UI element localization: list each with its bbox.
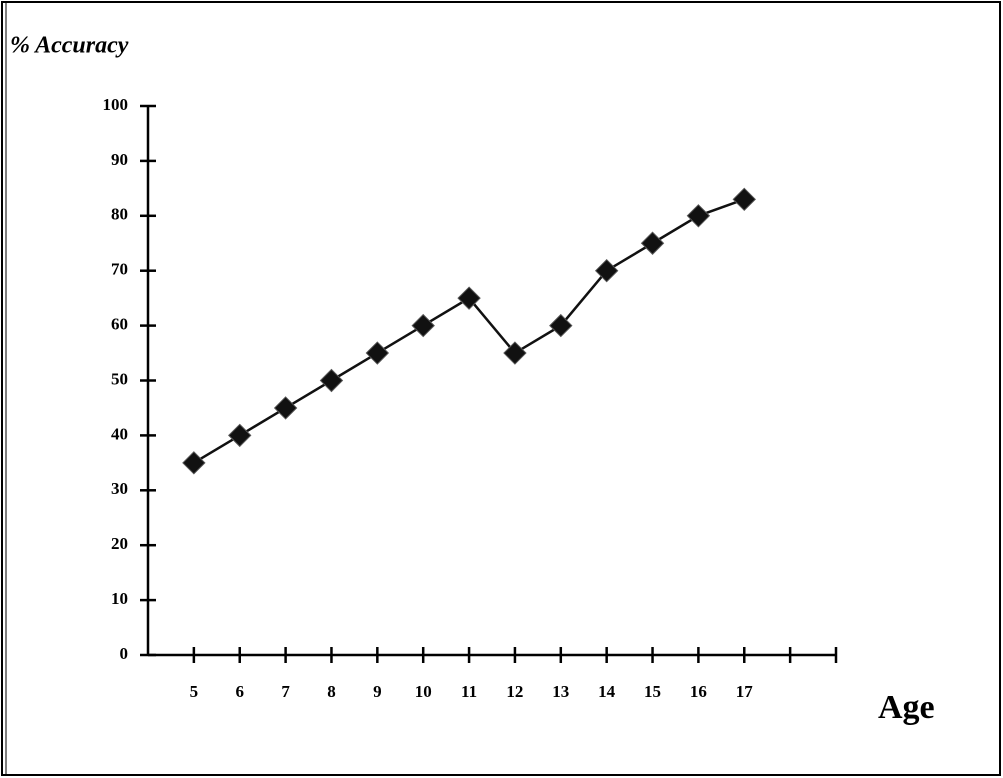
y-tick-label: 70 (111, 260, 128, 279)
marker (182, 451, 206, 475)
marker (594, 258, 619, 283)
x-tick-label: 12 (506, 682, 523, 701)
x-tick-label: 17 (736, 682, 754, 701)
x-tick-label: 9 (373, 682, 382, 701)
data-line (193, 198, 745, 464)
marker (411, 313, 435, 338)
y-tick-label: 20 (111, 534, 128, 553)
x-tick-label: 7 (281, 682, 290, 701)
x-tick-label: 16 (690, 682, 707, 701)
y-tick-label: 80 (111, 205, 128, 224)
x-axis-label: Age (878, 689, 935, 726)
y-tick-label: 60 (111, 315, 128, 334)
marker (549, 313, 573, 338)
y-tick-label: 10 (111, 589, 128, 608)
marker (228, 423, 252, 448)
y-tick-label: 30 (111, 479, 128, 498)
marker (365, 341, 390, 365)
x-tick-label: 14 (598, 682, 616, 701)
marker (732, 187, 756, 212)
x-tick-label: 5 (190, 682, 199, 701)
y-tick-label: 100 (103, 95, 129, 114)
y-tick-label: 0 (120, 644, 129, 663)
x-tick-label: 6 (235, 682, 244, 701)
y-axis-label: % Accuracy (10, 33, 129, 59)
marker (273, 396, 298, 420)
x-tick-label: 15 (644, 682, 661, 701)
x-tick-label: 10 (415, 682, 432, 701)
marker (640, 231, 665, 255)
marker (319, 368, 344, 393)
marker (457, 286, 481, 310)
y-tick-label: 90 (111, 150, 128, 169)
marker (686, 204, 711, 228)
x-tick-label: 11 (461, 682, 477, 701)
marker (503, 341, 527, 365)
y-tick-label: 50 (111, 369, 128, 388)
x-tick-label: 13 (552, 682, 569, 701)
y-tick-label: 40 (111, 424, 128, 443)
x-tick-label: 8 (327, 682, 336, 701)
